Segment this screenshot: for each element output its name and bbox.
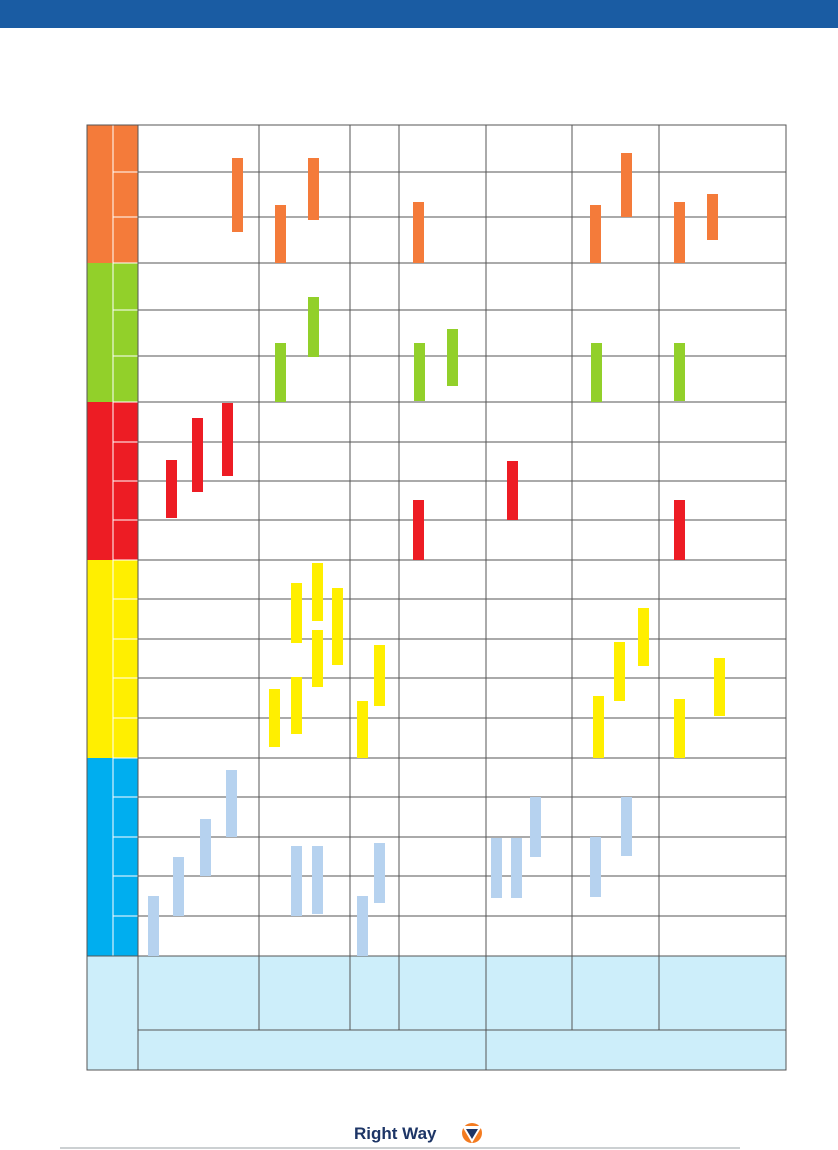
logo-icon	[462, 1123, 482, 1143]
schedule-bar	[491, 838, 502, 898]
schedule-bar	[312, 563, 323, 621]
group-cell	[112, 216, 139, 264]
schedule-bar	[374, 645, 385, 706]
schedule-bar	[226, 770, 237, 837]
schedule-bar	[638, 608, 649, 666]
schedule-bar	[593, 696, 604, 758]
group-cell	[112, 309, 139, 357]
group-cell	[112, 915, 139, 957]
schedule-bar	[269, 689, 280, 747]
schedule-bar	[308, 158, 319, 220]
group-cell	[112, 638, 139, 679]
schedule-bar	[507, 461, 518, 520]
schedule-bar	[312, 846, 323, 914]
schedule-bar	[192, 418, 203, 492]
group-cell	[112, 875, 139, 917]
schedule-bar	[414, 343, 425, 401]
schedule-bar	[530, 797, 541, 857]
group-cell	[112, 519, 139, 561]
schedule-bar	[413, 500, 424, 560]
schedule-bar	[148, 896, 159, 956]
header-band	[0, 0, 838, 28]
schedule-bar	[614, 642, 625, 701]
schedule-bar	[332, 588, 343, 665]
schedule-bar	[291, 583, 302, 643]
schedule-bar	[707, 194, 718, 240]
schedule-bar	[674, 202, 685, 263]
schedule-bar	[166, 460, 177, 518]
group-cell	[112, 677, 139, 719]
schedule-bar	[357, 701, 368, 758]
grid-border	[86, 124, 787, 1071]
schedule-bar	[674, 500, 685, 560]
group-cell	[112, 757, 139, 798]
group-cell	[112, 836, 139, 877]
footer-band	[87, 956, 786, 1070]
group-cell	[112, 559, 139, 600]
group-block	[87, 263, 113, 402]
schedule-bar	[291, 677, 302, 734]
group-cell	[112, 124, 139, 173]
schedule-bar	[621, 797, 632, 856]
schedule-bar	[312, 630, 323, 687]
schedule-bar	[275, 343, 286, 402]
schedule-bar	[200, 819, 211, 876]
group-cell	[112, 717, 139, 759]
schedule-bar	[590, 837, 601, 897]
schedule-bar	[232, 158, 243, 232]
group-cell	[112, 796, 139, 838]
group-block	[87, 560, 113, 758]
schedule-bar	[374, 843, 385, 903]
group-cell	[112, 355, 139, 403]
schedule-bar	[591, 343, 602, 402]
footer-logo: Right Way	[354, 1124, 437, 1143]
schedule-bar	[447, 329, 458, 386]
schedule-bar	[590, 205, 601, 263]
group-cell	[112, 171, 139, 218]
schedule-bar	[511, 838, 522, 898]
schedule-bar	[357, 896, 368, 956]
schedule-bar	[674, 343, 685, 401]
group-block	[87, 125, 113, 263]
schedule-grid	[86, 124, 787, 1071]
schedule-bar	[222, 403, 233, 476]
group-cell	[112, 598, 139, 640]
schedule-bar	[714, 658, 725, 716]
schedule-bar	[173, 857, 184, 916]
schedule-bar	[308, 297, 319, 357]
schedule-bar	[275, 205, 286, 263]
group-cell	[112, 401, 139, 443]
schedule-bar	[674, 699, 685, 758]
group-cell	[112, 480, 139, 521]
group-cell	[112, 441, 139, 482]
schedule-bar	[291, 846, 302, 916]
group-block	[87, 402, 113, 560]
schedule-bar	[621, 153, 632, 217]
group-cell	[112, 262, 139, 311]
group-block	[87, 758, 113, 956]
schedule-bar	[413, 202, 424, 263]
